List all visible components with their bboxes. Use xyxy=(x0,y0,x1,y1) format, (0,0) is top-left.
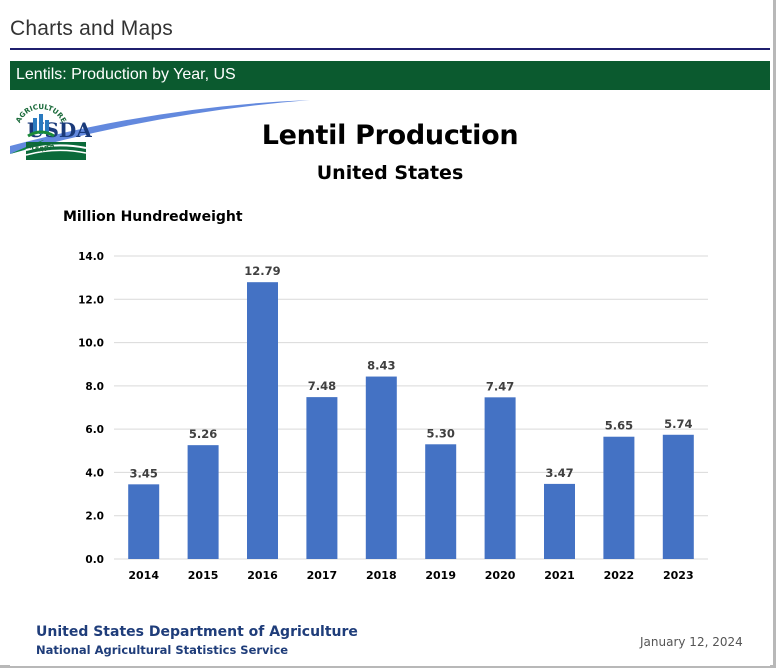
x-tick-label: 2015 xyxy=(188,569,219,582)
data-label-2017: 7.48 xyxy=(308,379,336,393)
x-axis: 2014 2015 2016 2017 2018 2019 2020 2021 2022 2023 xyxy=(128,569,693,582)
bars xyxy=(128,282,694,559)
bar-2017 xyxy=(306,397,338,559)
bar-2016 xyxy=(247,282,278,559)
footer-organization: United States Department of Agriculture xyxy=(36,624,358,640)
badge-bottom-text: COUNTS xyxy=(26,141,56,154)
y-axis: 0.0 2.0 4.0 6.0 8.0 10.0 12.0 14.0 xyxy=(78,251,104,566)
y-tick-label: 2.0 xyxy=(85,511,104,523)
data-label-2021: 3.47 xyxy=(545,466,573,480)
data-label-2018: 8.43 xyxy=(367,359,395,373)
data-label-2022: 5.65 xyxy=(605,419,633,433)
bar-2020 xyxy=(484,397,516,559)
x-tick-label: 2014 xyxy=(128,569,159,582)
y-tick-label: 14.0 xyxy=(78,251,104,263)
chart-canvas: 0.0 2.0 4.0 6.0 8.0 10.0 12.0 14.0 3.45 5.26 12.7… xyxy=(10,100,708,582)
x-tick-label: 2022 xyxy=(604,569,635,582)
usda-logo-text: USDA xyxy=(27,118,92,142)
chart-slide: 0.0 2.0 4.0 6.0 8.0 10.0 12.0 14.0 3.45 5.26 12.7… xyxy=(10,98,770,666)
bar-2021 xyxy=(544,483,575,559)
y-tick-label: 0.0 xyxy=(85,554,104,566)
data-label-2023: 5.74 xyxy=(664,417,692,431)
footer-agency: National Agricultural Statistics Service xyxy=(36,643,289,657)
x-tick-label: 2017 xyxy=(307,569,338,582)
x-tick-label: 2020 xyxy=(485,569,516,582)
bar-2022 xyxy=(603,436,635,559)
x-tick-label: 2021 xyxy=(544,569,575,582)
chart-subtitle: United States xyxy=(316,162,464,184)
usda-logo xyxy=(10,100,310,160)
y-tick-label: 8.0 xyxy=(85,381,104,393)
x-tick-label: 2018 xyxy=(366,569,397,582)
data-label-2020: 7.47 xyxy=(486,379,514,393)
bar-2023 xyxy=(662,434,694,559)
chart-title: Lentil Production xyxy=(261,120,519,151)
y-tick-label: 6.0 xyxy=(85,424,104,436)
data-label-2019: 5.30 xyxy=(427,426,455,440)
agriculture-counts-badge: AGRICULTURE COUNTS xyxy=(14,103,67,154)
y-axis-label: Million Hundredweight xyxy=(63,209,243,225)
y-tick-label: 10.0 xyxy=(78,338,104,350)
bar-2015 xyxy=(187,445,219,559)
data-label-2016: 12.79 xyxy=(244,264,280,278)
data-label-2014: 3.45 xyxy=(130,466,158,480)
y-tick-label: 4.0 xyxy=(85,467,104,479)
svg-text:COUNTS: COUNTS xyxy=(26,141,56,154)
x-tick-label: 2019 xyxy=(425,569,456,582)
bar-2018 xyxy=(365,376,397,559)
header-divider xyxy=(10,48,770,50)
data-label-2015: 5.26 xyxy=(189,427,217,441)
bar-2019 xyxy=(425,444,457,559)
gridlines xyxy=(114,255,708,560)
page-header: Charts and Maps xyxy=(10,17,173,40)
section-title-bar: Lentils: Production by Year, US xyxy=(10,61,770,90)
footer-date: January 12, 2024 xyxy=(640,635,743,649)
bar-2014 xyxy=(128,484,160,559)
x-tick-label: 2023 xyxy=(663,569,694,582)
data-labels: 3.45 5.26 12.79 7.48 8.43 5.30 7.47 3.47 5.65 5.7… xyxy=(130,264,693,480)
y-tick-label: 12.0 xyxy=(78,294,104,306)
x-tick-label: 2016 xyxy=(247,569,278,582)
